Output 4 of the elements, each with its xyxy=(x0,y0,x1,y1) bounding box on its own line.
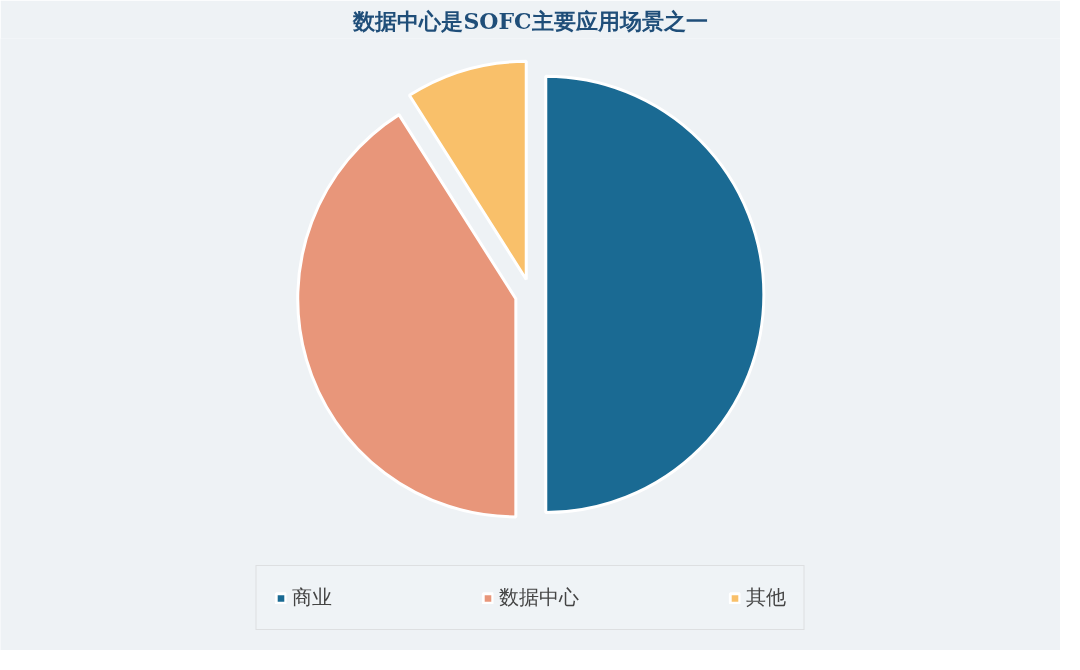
legend-label: 其他 xyxy=(745,585,786,610)
chart-title: 数据中心是SOFC主要应用场景之一 xyxy=(352,7,708,34)
legend-label: 数据中心 xyxy=(498,585,579,610)
legend-label: 商业 xyxy=(291,585,332,610)
